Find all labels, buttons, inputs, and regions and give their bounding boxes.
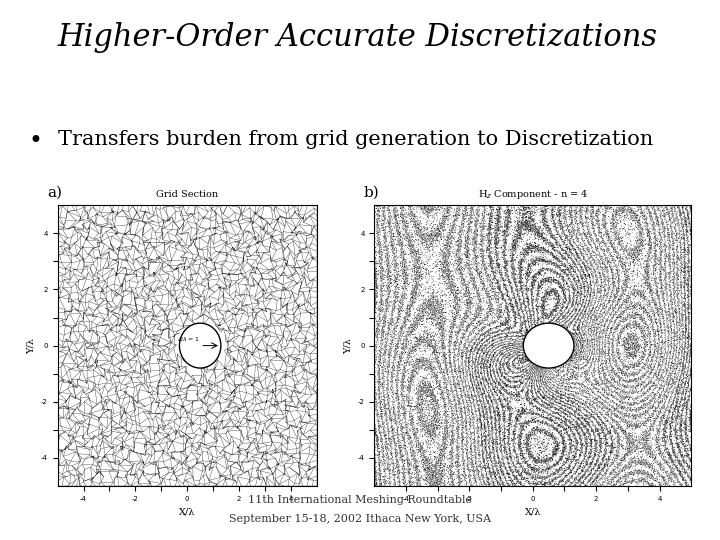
Text: •: •: [29, 130, 42, 153]
Y-axis label: Y/λ: Y/λ: [343, 338, 352, 354]
Text: September 15-18, 2002 Ithaca New York, USA: September 15-18, 2002 Ithaca New York, U…: [229, 514, 491, 524]
Text: 11th International Meshing Roundtable: 11th International Meshing Roundtable: [248, 495, 472, 505]
Text: Transfers burden from grid generation to Discretization: Transfers burden from grid generation to…: [58, 130, 653, 148]
X-axis label: X/λ: X/λ: [525, 507, 541, 516]
Title: H$_z$ Component - n = 4: H$_z$ Component - n = 4: [477, 188, 588, 201]
Text: a): a): [47, 186, 62, 200]
Y-axis label: Y/λ: Y/λ: [27, 338, 35, 354]
Text: Higher-Order Accurate Discretizations: Higher-Order Accurate Discretizations: [58, 22, 657, 52]
Circle shape: [179, 323, 221, 368]
Title: Grid Section: Grid Section: [156, 190, 218, 199]
Text: b): b): [364, 186, 379, 200]
Text: $a/\lambda = 1$: $a/\lambda = 1$: [177, 335, 200, 343]
Circle shape: [523, 323, 574, 368]
X-axis label: X/λ: X/λ: [179, 507, 195, 516]
